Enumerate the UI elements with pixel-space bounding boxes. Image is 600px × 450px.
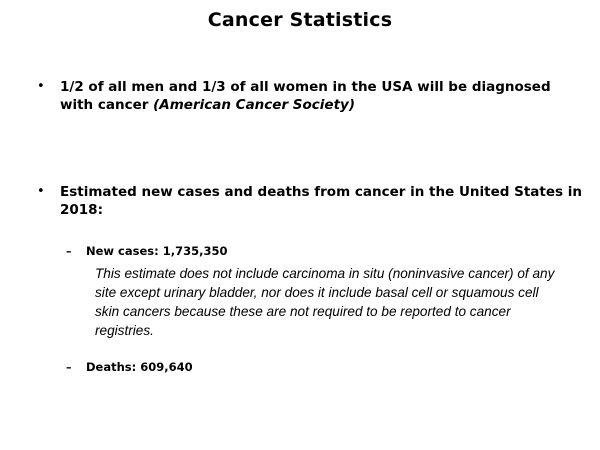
bullet-1-statement: 1/2 of all men and 1/3 of all women in t…	[60, 79, 551, 113]
sub-bullet-marker-deaths: –	[66, 361, 72, 374]
new-cases-label: New cases: 1,735,350	[86, 244, 228, 258]
bullet-marker-1: •	[37, 79, 45, 94]
bullet-2-text: Estimated new cases and deaths from canc…	[60, 184, 582, 218]
deaths-label: Deaths: 609,640	[86, 360, 193, 374]
bullet-marker-2: •	[37, 184, 45, 199]
new-cases-note: This estimate does not include carcinoma…	[95, 266, 555, 338]
bullet-1-source: (American Cancer Society)	[153, 97, 356, 113]
sub-bullet-marker-new-cases: –	[66, 245, 72, 258]
slide-title: Cancer Statistics	[207, 9, 393, 31]
bullet-1-text: 1/2 of all men and 1/3 of all women in t…	[60, 78, 585, 114]
